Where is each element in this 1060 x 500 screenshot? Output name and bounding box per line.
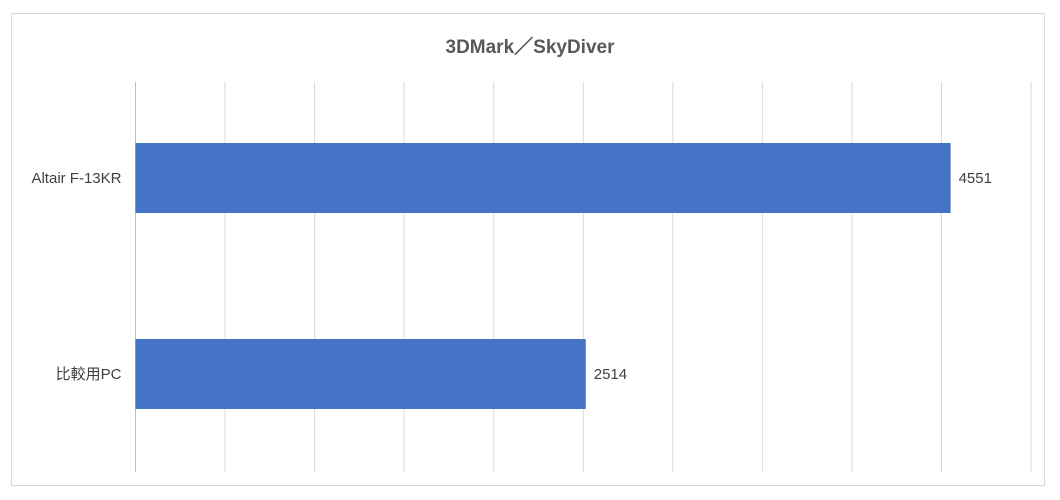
bars — [135, 143, 951, 409]
gridlines — [135, 82, 1032, 472]
data-label: 2514 — [594, 366, 627, 383]
labels: Altair F-13KR 4551 比較用PC 2514 — [31, 170, 991, 383]
chart-title: 3DMark／SkyDiver — [445, 37, 615, 58]
bar — [135, 143, 951, 213]
category-label: Altair F-13KR — [31, 170, 121, 187]
category-label: 比較用PC — [56, 365, 122, 383]
bar — [135, 339, 586, 409]
data-label: 4551 — [959, 170, 992, 187]
